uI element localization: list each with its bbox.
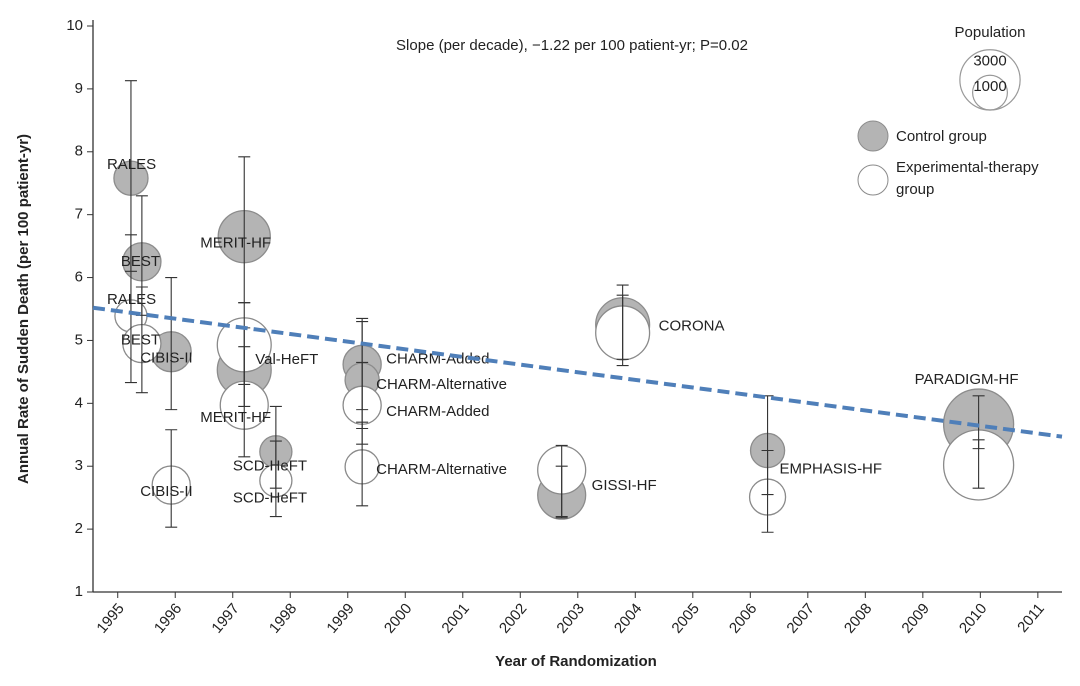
x-tick-label: 2010 bbox=[956, 600, 990, 636]
data-label: MERIT-HF bbox=[200, 235, 271, 252]
y-tick-label: 2 bbox=[75, 520, 83, 537]
data-label: SCD-HeFT bbox=[233, 458, 307, 475]
data-label: CHARM-Alternative bbox=[376, 376, 507, 393]
size-legend-label: 1000 bbox=[973, 78, 1006, 95]
y-tick-label: 3 bbox=[75, 457, 83, 474]
size-legend-title: Population bbox=[955, 24, 1026, 41]
data-label: CHARM-Alternative bbox=[376, 461, 507, 478]
y-tick-label: 10 bbox=[66, 17, 83, 34]
size-legend-label: 3000 bbox=[973, 53, 1006, 70]
data-label: RALES bbox=[107, 156, 156, 173]
error-bar bbox=[165, 429, 178, 528]
x-tick-label: 1995 bbox=[93, 600, 127, 636]
y-tick-label: 4 bbox=[75, 394, 83, 411]
data-label: CIBIS-II bbox=[140, 350, 193, 367]
x-tick-label: 2006 bbox=[726, 600, 760, 636]
data-label: BEST bbox=[121, 253, 160, 270]
x-tick-label: 2007 bbox=[783, 600, 817, 636]
error-bar bbox=[135, 286, 148, 394]
data-label: GISSI-HF bbox=[592, 477, 657, 494]
x-tick-label: 2008 bbox=[841, 600, 875, 636]
x-tick-label: 1996 bbox=[151, 600, 185, 636]
x-tick-label: 1997 bbox=[208, 600, 242, 636]
data-label: BEST bbox=[121, 332, 160, 349]
y-tick-label: 7 bbox=[75, 206, 83, 223]
legend-swatch bbox=[857, 164, 889, 196]
error-bar bbox=[616, 294, 629, 367]
x-tick-label: 2001 bbox=[438, 600, 472, 636]
error-bar bbox=[972, 439, 985, 489]
y-tick-label: 1 bbox=[75, 583, 83, 600]
x-tick-label: 2004 bbox=[611, 600, 645, 636]
y-axis-title: Annual Rate of Sudden Death (per 100 pat… bbox=[15, 134, 32, 484]
y-tick-label: 9 bbox=[75, 80, 83, 97]
x-tick-label: 2003 bbox=[553, 600, 587, 636]
data-label: MERIT-HF bbox=[200, 409, 271, 426]
y-tick-label: 6 bbox=[75, 269, 83, 286]
error-bar bbox=[165, 277, 178, 411]
y-tick-label: 8 bbox=[75, 143, 83, 160]
legend-label: Experimental-therapy group bbox=[896, 159, 1039, 198]
trend-line bbox=[92, 305, 1063, 439]
x-tick-label: 1998 bbox=[266, 600, 300, 636]
data-label: CHARM-Added bbox=[386, 403, 489, 420]
x-tick-label: 2009 bbox=[898, 600, 932, 636]
error-bar bbox=[356, 421, 369, 507]
error-bar bbox=[555, 444, 568, 518]
x-tick-label: 2011 bbox=[1014, 600, 1048, 636]
data-label: CHARM-Added bbox=[386, 350, 489, 367]
x-tick-label: 1999 bbox=[323, 600, 357, 636]
error-bar bbox=[124, 234, 137, 384]
error-bar bbox=[238, 302, 251, 386]
data-label: PARADIGM-HF bbox=[915, 371, 1019, 388]
legend-label: Control group bbox=[896, 128, 987, 145]
size-legend-circle bbox=[972, 74, 1008, 111]
x-tick-label: 2002 bbox=[496, 600, 530, 636]
data-label: CIBIS-II bbox=[140, 483, 193, 500]
legend-swatch bbox=[857, 120, 889, 152]
error-bar bbox=[269, 440, 282, 518]
data-label: Val-HeFT bbox=[255, 351, 318, 368]
error-bar bbox=[761, 449, 774, 533]
annotation: Slope (per decade), −1.22 per 100 patien… bbox=[396, 37, 748, 54]
data-label: RALES bbox=[107, 291, 156, 308]
x-tick-label: 2000 bbox=[381, 600, 415, 636]
x-tick-label: 2005 bbox=[668, 600, 702, 636]
x-axis-title: Year of Randomization bbox=[495, 653, 657, 670]
y-tick-label: 5 bbox=[75, 331, 83, 348]
data-label: EMPHASIS-HF bbox=[780, 460, 883, 477]
data-label: SCD-HeFT bbox=[233, 490, 307, 507]
data-label: CORONA bbox=[659, 318, 725, 335]
